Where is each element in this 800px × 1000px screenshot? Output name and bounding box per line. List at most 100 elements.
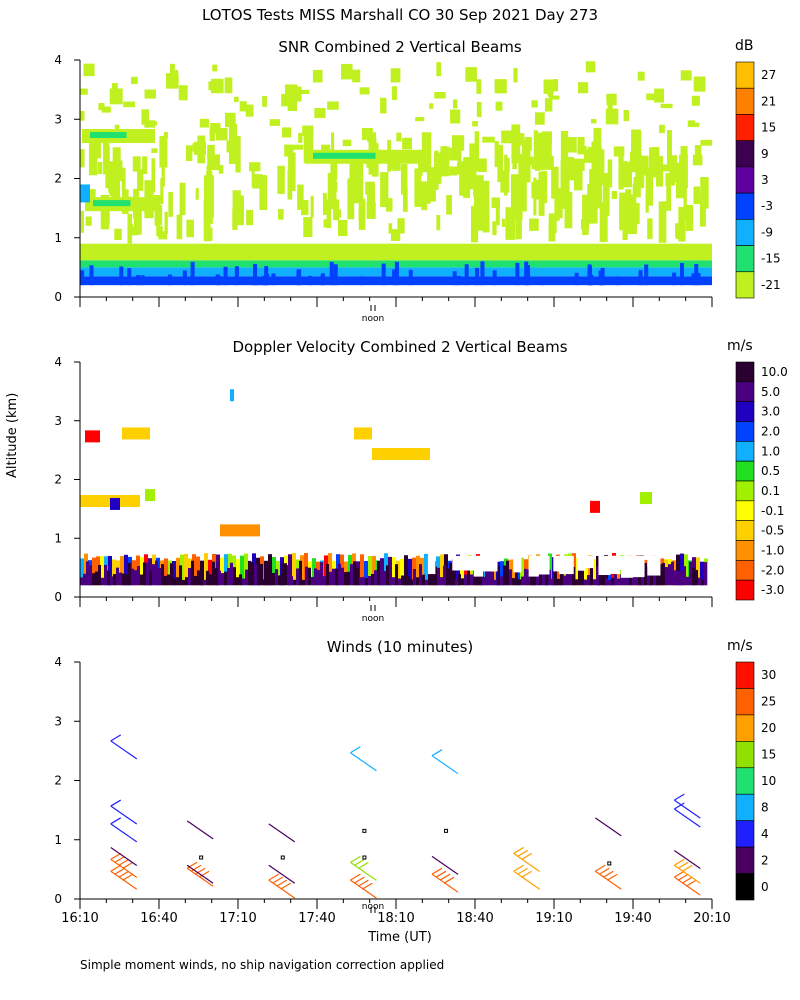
velocity-cell [566,569,569,586]
colorbar-swatch [735,114,755,141]
velocity-cell [536,570,539,586]
velocity-cell [416,555,420,586]
barb-feather [443,876,455,884]
velocity-cell [464,574,467,586]
snr-cell [548,95,560,100]
barb-feather [350,855,361,863]
velocity-cell [128,562,131,586]
barb-feather [110,799,122,807]
snr-cell [450,109,461,124]
snr-layer [93,200,131,207]
snr-cell [474,131,480,172]
snr-cell [544,137,552,166]
colorbar-swatch [735,460,755,482]
y-tick-label: 4 [54,655,62,669]
snr-cell [637,71,645,81]
velocity-cell [272,572,275,586]
snr-cell [591,141,602,177]
snr-cell [577,145,587,155]
snr-cell [587,184,591,224]
snr-cell [109,88,123,105]
colorbar-label: 2.0 [761,424,780,438]
velocity-cell [335,568,338,586]
snr-cell [151,148,158,153]
velocity-cell [244,553,248,586]
snr-cell [459,161,468,196]
velocity-cell [584,556,588,586]
colorbar-label: 3.0 [761,405,780,419]
velocity-cell [424,553,428,586]
barb-shaft [673,799,701,819]
velocity-cell [608,580,611,586]
snr-cell [628,161,636,172]
velocity-cell [220,524,260,537]
velocity-gap [638,555,645,577]
velocity-cell [224,571,227,586]
colorbar-label: 0.5 [761,464,780,478]
snr-cell [434,150,439,190]
velocity-cell [125,574,128,586]
snr-cell [232,190,241,224]
barb-feather [354,858,365,866]
snr-cell [159,135,168,168]
snr-cell [390,229,401,241]
velocity-cell [692,567,695,586]
barb-feather [350,746,361,754]
snr-cell [622,161,632,188]
wind-barb [594,864,622,890]
snr-cell [89,189,96,198]
velocity-cell [413,569,416,586]
barb-feather [122,861,134,869]
barb-feather [431,867,443,875]
snr-cell [333,199,340,221]
axes: 0 1 2 3 4 [54,655,713,913]
velocity-cell [311,576,314,586]
velocity-cell [134,570,137,586]
velocity-cell [356,568,359,586]
velocity-cell [119,572,122,586]
snr-cell [414,168,422,207]
velocity-cell [563,575,566,586]
velocity-cell [100,556,104,586]
velocity-cell [500,576,503,586]
barb-shaft [673,808,701,828]
colorbar-swatch [735,361,755,383]
velocity-cell [86,561,89,586]
calm-marker [362,855,367,860]
wind-barb [431,867,459,893]
snr-cell [259,278,264,286]
velocity-cell [224,554,228,586]
velocity-cell [242,578,245,586]
y-tick-label: 3 [54,414,62,428]
snr-cell [645,167,654,206]
snr-cell [262,96,267,107]
colorbar-swatch [735,661,755,689]
snr-cell [209,126,215,142]
snr-cell [366,162,377,168]
colorbar-swatch [735,245,755,273]
snr-cell [565,137,577,153]
snr-cell [494,79,507,94]
velocity-cell [110,576,113,586]
snr-cell [144,120,156,128]
velocity-cell [686,576,689,586]
velocity-cell [92,573,95,586]
snr-cell [245,104,254,117]
snr-cell [253,263,258,286]
snr-cell [453,99,458,109]
velocity-cell [656,573,659,586]
barb-feather [194,867,206,875]
velocity-cell [458,574,461,586]
velocity-cell [587,575,590,586]
snr-cell [415,117,425,122]
velocity-cell [206,570,209,586]
velocity-gap [624,555,634,568]
velocity-gap [576,555,586,571]
snr-cell [513,68,518,83]
velocity-cell [599,572,602,586]
snr-cell [287,97,298,112]
snr-cell [402,137,412,150]
wind-barb [673,870,701,896]
snr-cell [630,194,637,211]
barb-feather [431,749,443,757]
